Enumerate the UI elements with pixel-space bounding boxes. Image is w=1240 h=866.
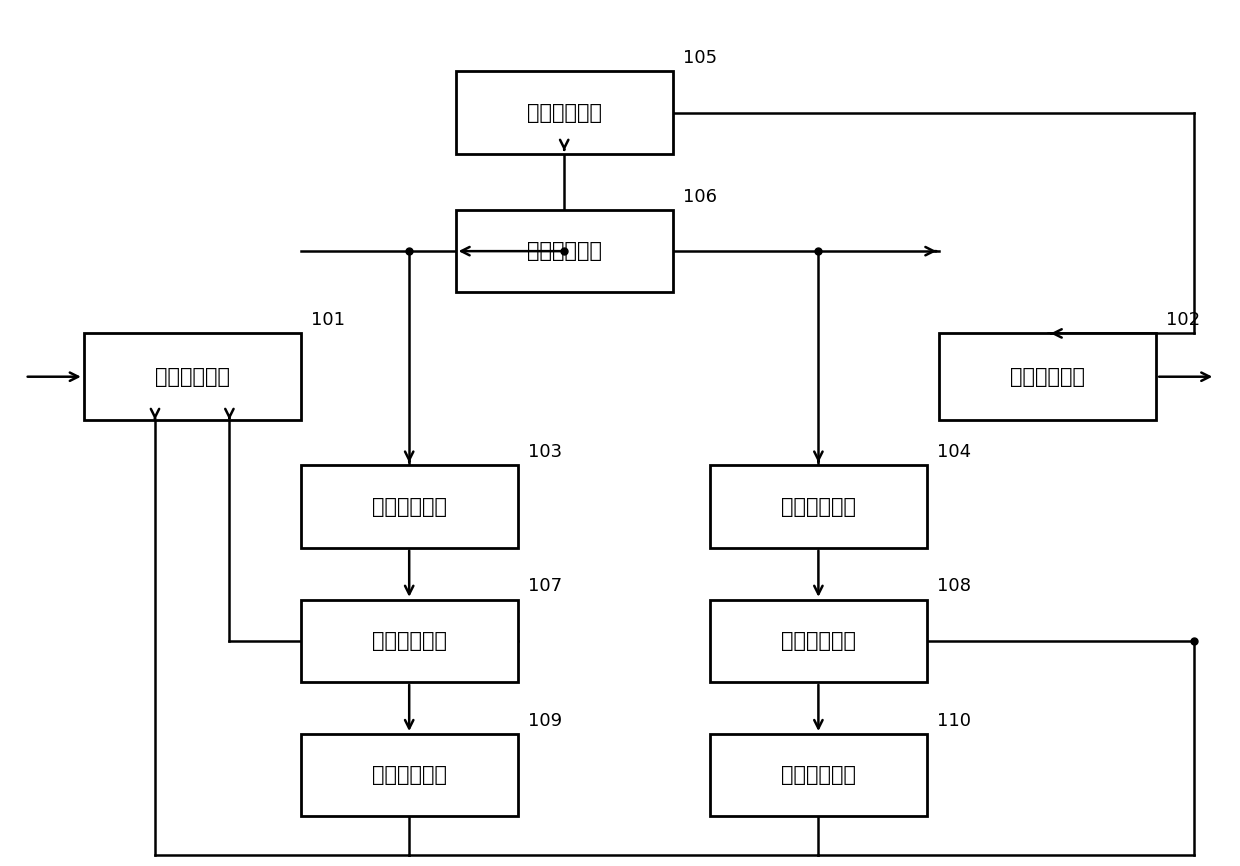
Text: 105: 105	[682, 49, 717, 68]
Bar	[709, 466, 928, 548]
Text: 第一加法单元: 第一加法单元	[155, 366, 229, 387]
Text: 102: 102	[1166, 311, 1200, 329]
Text: 第二乘法单元: 第二乘法单元	[781, 496, 856, 517]
Text: 101: 101	[310, 311, 345, 329]
Text: 110: 110	[937, 712, 971, 729]
Text: 第一延迟单元: 第一延迟单元	[527, 102, 601, 123]
Bar	[709, 734, 928, 816]
Text: 第三延迟单元: 第三延迟单元	[372, 630, 446, 651]
Bar	[84, 333, 300, 420]
Text: 第一乘法单元: 第一乘法单元	[372, 496, 446, 517]
Bar	[456, 72, 672, 154]
Bar	[940, 333, 1156, 420]
Text: 104: 104	[937, 443, 971, 461]
Bar	[301, 600, 518, 682]
Text: 108: 108	[937, 578, 971, 596]
Text: 第二延迟单元: 第二延迟单元	[527, 241, 601, 262]
Text: 第六延迟单元: 第六延迟单元	[781, 765, 856, 785]
Bar	[456, 210, 672, 293]
Text: 第二加法单元: 第二加法单元	[1011, 366, 1085, 387]
Text: 第五延迟单元: 第五延迟单元	[372, 765, 446, 785]
Bar	[301, 734, 518, 816]
Bar	[709, 600, 928, 682]
Text: 第四延迟单元: 第四延迟单元	[781, 630, 856, 651]
Text: 103: 103	[528, 443, 562, 461]
Text: 109: 109	[528, 712, 562, 729]
Bar	[301, 466, 518, 548]
Text: 106: 106	[682, 188, 717, 206]
Text: 107: 107	[528, 578, 562, 596]
